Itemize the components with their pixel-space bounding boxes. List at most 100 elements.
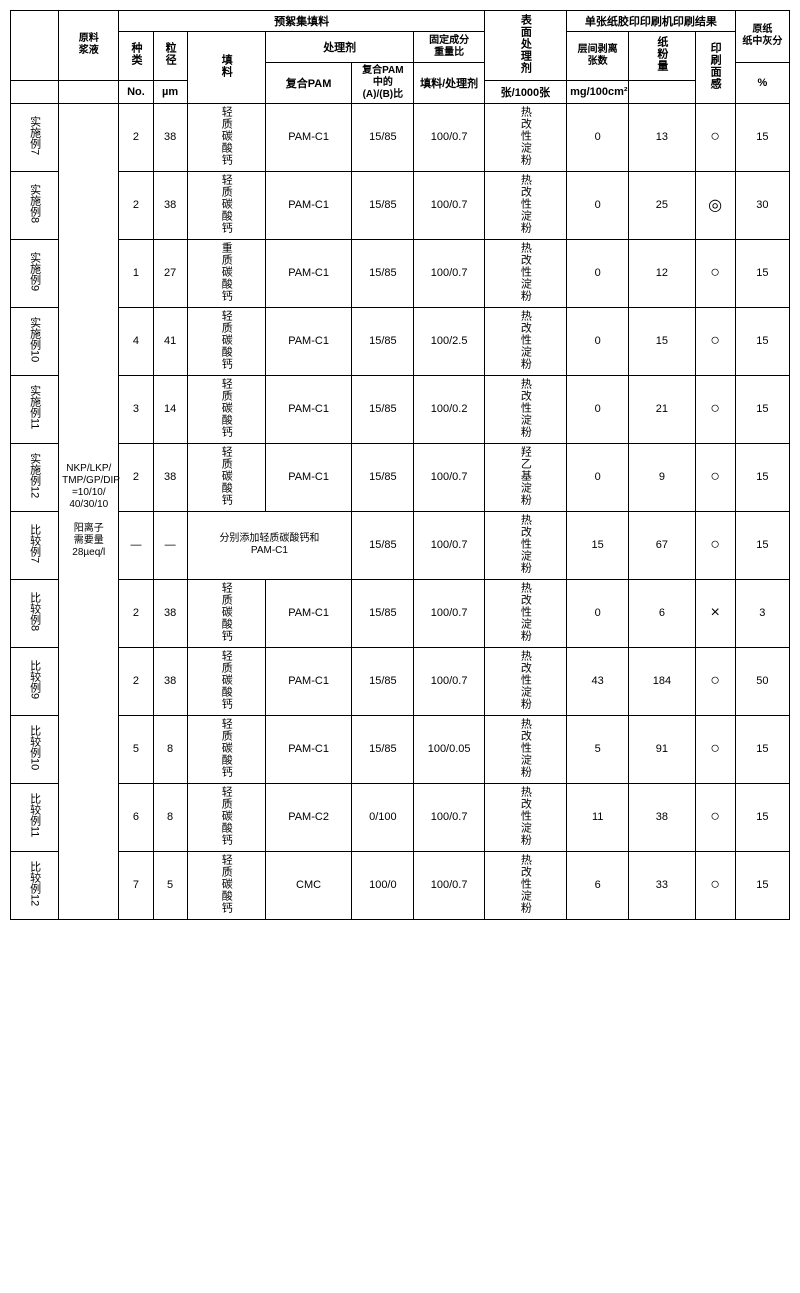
- cell-peel: 0: [567, 103, 629, 171]
- cell-ash: 50: [735, 647, 789, 715]
- header-feel: 印刷面感: [695, 32, 735, 104]
- cell-size: 38: [153, 443, 187, 511]
- header-solid-ratio: 固定成分 重量比: [414, 32, 484, 63]
- row-label: 比较例9: [11, 647, 59, 715]
- cell-ratio: 15/85: [352, 307, 414, 375]
- row-label: 比较例8: [11, 579, 59, 647]
- cell-ratio: 15/85: [352, 715, 414, 783]
- header-pam-ratio: 复合PAM 中的 (A)/(B)比: [352, 62, 414, 103]
- header-dust-label: 纸粉量: [654, 36, 670, 72]
- cell-kind: 7: [119, 851, 153, 919]
- cell-kind: 2: [119, 579, 153, 647]
- cell-peel: 15: [567, 511, 629, 579]
- cell-surface: 热改性淀粉: [484, 103, 566, 171]
- cell-filler: 轻质碳酸钙: [187, 851, 265, 919]
- cell-feel: ○: [695, 103, 735, 171]
- cell-filler-span: 分别添加轻质碳酸钙和 PAM-C1: [187, 511, 352, 579]
- cell-dust: 184: [629, 647, 695, 715]
- cell-surface: 热改性淀粉: [484, 783, 566, 851]
- header-kind-label: 种类: [128, 42, 144, 66]
- cell-size: 8: [153, 783, 187, 851]
- cell-surface: 热改性淀粉: [484, 647, 566, 715]
- cell-dust: 38: [629, 783, 695, 851]
- cell-feel: ○: [695, 443, 735, 511]
- cell-ratio: 15/85: [352, 443, 414, 511]
- cell-filler: 轻质碳酸钙: [187, 579, 265, 647]
- table-row: 实施例12238轻质碳酸钙PAM-C115/85100/0.7羟乙基淀粉09○1…: [11, 443, 790, 511]
- header-group-filler: 预絮集填料: [119, 11, 484, 32]
- cell-feel: ×: [695, 579, 735, 647]
- row-label: 实施例10: [11, 307, 59, 375]
- cell-size: —: [153, 511, 187, 579]
- cell-feel: ○: [695, 307, 735, 375]
- header-dust-unit: mg/100cm²: [567, 80, 629, 103]
- header-kind-unit: No.: [119, 80, 153, 103]
- header-peel-unit: 张/1000张: [484, 80, 566, 103]
- cell-filler: 轻质碳酸钙: [187, 783, 265, 851]
- cell-pam: PAM-C1: [265, 375, 351, 443]
- cell-size: 41: [153, 307, 187, 375]
- cell-kind: 2: [119, 103, 153, 171]
- cell-kind: 4: [119, 307, 153, 375]
- cell-filler: 轻质碳酸钙: [187, 171, 265, 239]
- cell-feel: ○: [695, 647, 735, 715]
- cell-ratio: 15/85: [352, 511, 414, 579]
- table-row: 实施例11314轻质碳酸钙PAM-C115/85100/0.2热改性淀粉021○…: [11, 375, 790, 443]
- cell-ash: 15: [735, 307, 789, 375]
- cell-pam: PAM-C1: [265, 307, 351, 375]
- cell-surface: 热改性淀粉: [484, 171, 566, 239]
- header-feel-label: 印刷面感: [707, 42, 723, 90]
- cell-solid: 100/0.7: [414, 443, 484, 511]
- row-label: 比较例7: [11, 511, 59, 579]
- cell-ratio: 15/85: [352, 103, 414, 171]
- cell-size: 27: [153, 239, 187, 307]
- cell-ratio: 15/85: [352, 375, 414, 443]
- cell-pam: PAM-C2: [265, 783, 351, 851]
- header-filler: 填料: [187, 32, 265, 104]
- row-label: 比较例12: [11, 851, 59, 919]
- cell-solid: 100/0.7: [414, 171, 484, 239]
- table-row: 比较例9238轻质碳酸钙PAM-C115/85100/0.7热改性淀粉43184…: [11, 647, 790, 715]
- header-ash: 原纸 纸中灰分: [735, 11, 789, 63]
- header-solid-ratio-sub: 填料/处理剂: [414, 62, 484, 103]
- table-row: 实施例10441轻质碳酸钙PAM-C115/85100/2.5热改性淀粉015○…: [11, 307, 790, 375]
- raw-slurry-cell: NKP/LKP/ TMP/GP/DIP =10/10/ 40/30/10 阳离子…: [59, 103, 119, 919]
- header-size: 粒径: [153, 32, 187, 81]
- cell-dust: 25: [629, 171, 695, 239]
- cell-pam: PAM-C1: [265, 239, 351, 307]
- cell-size: 14: [153, 375, 187, 443]
- cell-ash: 15: [735, 511, 789, 579]
- cell-feel: ○: [695, 783, 735, 851]
- cell-ratio: 15/85: [352, 239, 414, 307]
- cell-peel: 0: [567, 171, 629, 239]
- cell-dust: 13: [629, 103, 695, 171]
- cell-solid: 100/0.7: [414, 103, 484, 171]
- cell-dust: 91: [629, 715, 695, 783]
- cell-feel: ○: [695, 851, 735, 919]
- cell-ash: 15: [735, 715, 789, 783]
- table-body: 实施例7NKP/LKP/ TMP/GP/DIP =10/10/ 40/30/10…: [11, 103, 790, 919]
- cell-surface: 热改性淀粉: [484, 511, 566, 579]
- cell-pam: CMC: [265, 851, 351, 919]
- cell-solid: 100/0.7: [414, 647, 484, 715]
- table-row: 比较例8238轻质碳酸钙PAM-C115/85100/0.7热改性淀粉06×3: [11, 579, 790, 647]
- cell-dust: 67: [629, 511, 695, 579]
- cell-feel: ○: [695, 715, 735, 783]
- cell-ash: 15: [735, 375, 789, 443]
- cell-solid: 100/0.7: [414, 511, 484, 579]
- cell-feel: ◎: [695, 171, 735, 239]
- cell-feel: ○: [695, 239, 735, 307]
- cell-filler: 轻质碳酸钙: [187, 103, 265, 171]
- table-row: 比较例7——分别添加轻质碳酸钙和 PAM-C115/85100/0.7热改性淀粉…: [11, 511, 790, 579]
- row-label: 比较例11: [11, 783, 59, 851]
- table-row: 实施例7NKP/LKP/ TMP/GP/DIP =10/10/ 40/30/10…: [11, 103, 790, 171]
- cell-size: 38: [153, 103, 187, 171]
- cell-ratio: 100/0: [352, 851, 414, 919]
- cell-size: 38: [153, 171, 187, 239]
- cell-size: 8: [153, 715, 187, 783]
- cell-kind: 5: [119, 715, 153, 783]
- row-label: 比较例10: [11, 715, 59, 783]
- header-blank: [11, 11, 59, 81]
- cell-solid: 100/0.7: [414, 851, 484, 919]
- cell-dust: 9: [629, 443, 695, 511]
